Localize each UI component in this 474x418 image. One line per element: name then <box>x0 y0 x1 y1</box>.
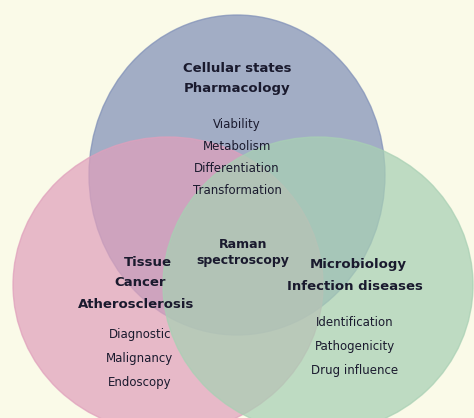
Text: Tissue: Tissue <box>124 256 172 269</box>
Text: Cancer: Cancer <box>114 276 166 289</box>
Text: Endoscopy: Endoscopy <box>108 376 172 389</box>
Text: Cellular states: Cellular states <box>183 62 291 75</box>
Text: Viability: Viability <box>213 118 261 131</box>
Text: Diagnostic: Diagnostic <box>109 328 171 341</box>
Text: Atherosclerosis: Atherosclerosis <box>78 298 194 311</box>
Ellipse shape <box>13 137 323 418</box>
Text: Differentiation: Differentiation <box>194 162 280 175</box>
Text: Pharmacology: Pharmacology <box>184 82 290 95</box>
Text: Transformation: Transformation <box>192 184 282 197</box>
Text: Identification: Identification <box>316 316 394 329</box>
Text: Raman: Raman <box>219 238 267 251</box>
Text: Pathogenicity: Pathogenicity <box>315 340 395 353</box>
Text: Malignancy: Malignancy <box>106 352 173 365</box>
Ellipse shape <box>163 137 473 418</box>
Text: Infection diseases: Infection diseases <box>287 280 423 293</box>
Text: Drug influence: Drug influence <box>311 364 399 377</box>
Ellipse shape <box>89 15 385 335</box>
Text: Metabolism: Metabolism <box>203 140 271 153</box>
Text: Microbiology: Microbiology <box>310 258 407 271</box>
Text: spectroscopy: spectroscopy <box>197 254 290 267</box>
